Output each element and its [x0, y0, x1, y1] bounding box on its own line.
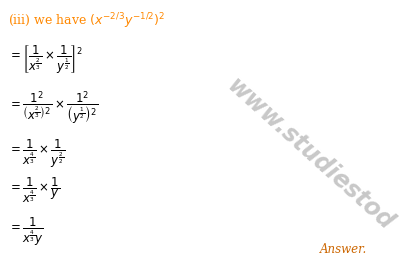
Text: (iii) we have $(x^{-2/3}y^{-1/2})^2$: (iii) we have $(x^{-2/3}y^{-1/2})^2$ — [8, 11, 165, 31]
Text: Answer.: Answer. — [320, 243, 367, 256]
Text: $= \left[\dfrac{1}{x^{\frac{2}{3}}} \times \dfrac{1}{y^{\frac{1}{2}}}\right]^{2}: $= \left[\dfrac{1}{x^{\frac{2}{3}}} \tim… — [8, 43, 83, 76]
Text: $= \dfrac{1}{x^{\frac{4}{3}}y}$: $= \dfrac{1}{x^{\frac{4}{3}}y}$ — [8, 215, 44, 248]
Text: www.studiestod: www.studiestod — [222, 74, 398, 236]
Text: $= \dfrac{1^2}{\left(x^{\frac{2}{3}}\right)^{2}} \times \dfrac{1^2}{\left(y^{\fr: $= \dfrac{1^2}{\left(x^{\frac{2}{3}}\rig… — [8, 90, 98, 127]
Text: $= \dfrac{1}{x^{\frac{4}{3}}} \times \dfrac{1}{y}$: $= \dfrac{1}{x^{\frac{4}{3}}} \times \df… — [8, 175, 60, 205]
Text: $= \dfrac{1}{x^{\frac{4}{3}}} \times \dfrac{1}{y^{\frac{2}{2}}}$: $= \dfrac{1}{x^{\frac{4}{3}}} \times \df… — [8, 137, 65, 170]
